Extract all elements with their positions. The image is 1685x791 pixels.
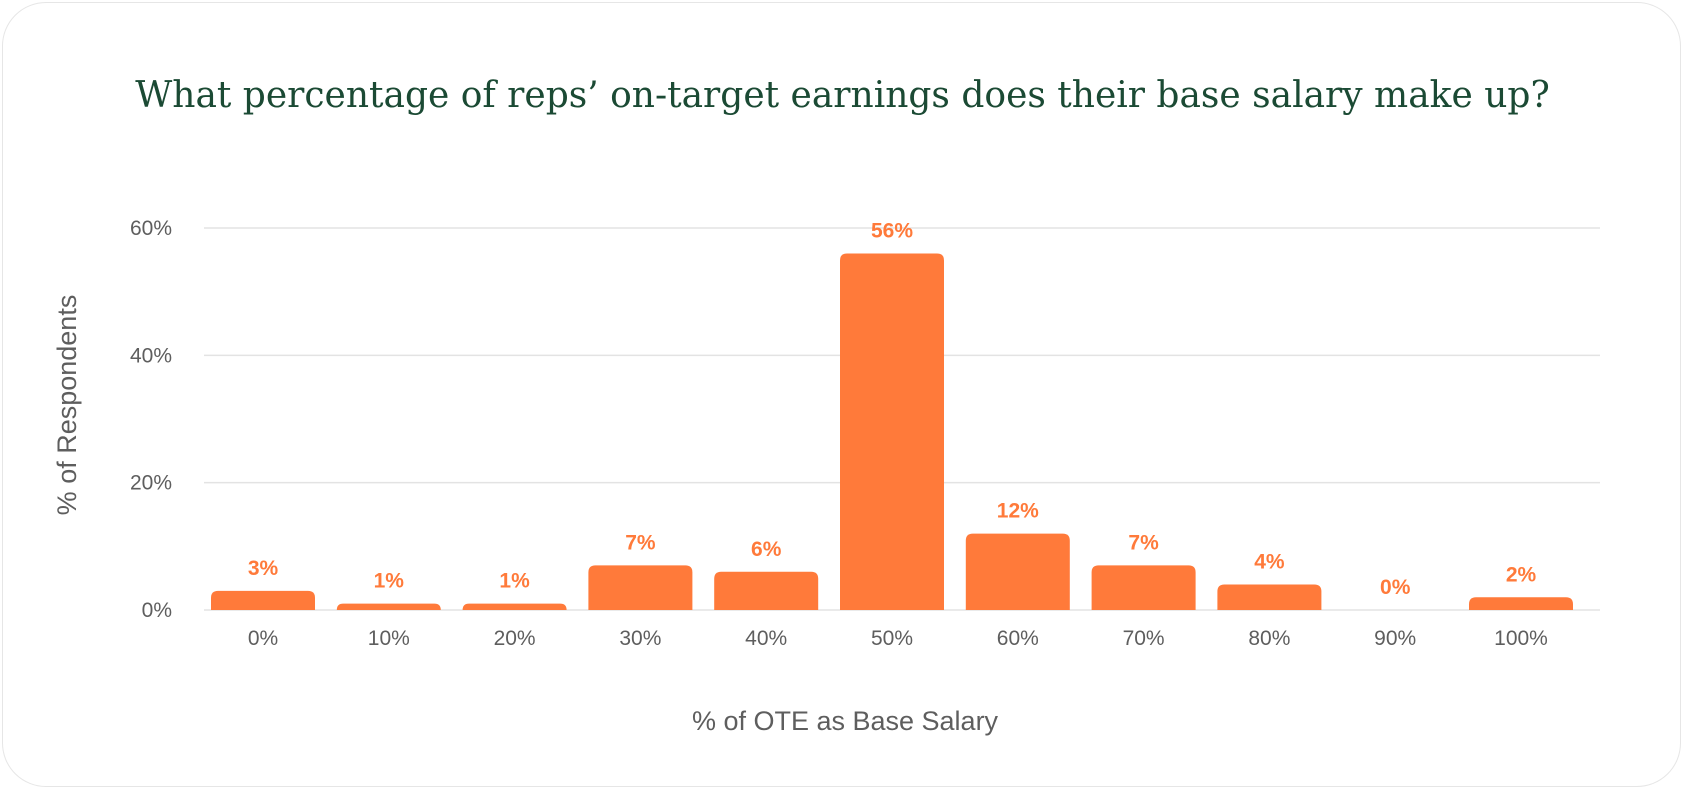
x-tick-label: 40% xyxy=(745,627,787,650)
data-label: 1% xyxy=(499,570,530,593)
bars xyxy=(211,253,1573,610)
x-tick-label: 100% xyxy=(1494,627,1548,650)
x-tick-label: 0% xyxy=(248,627,278,650)
x-tick-label: 80% xyxy=(1248,627,1290,650)
data-label: 3% xyxy=(248,557,279,580)
x-axis-title: % of OTE as Base Salary xyxy=(692,706,999,736)
data-label: 6% xyxy=(751,538,782,561)
y-tick-label: 60% xyxy=(130,217,172,240)
x-tick-label: 30% xyxy=(619,627,661,650)
bar-10pct xyxy=(336,603,441,610)
data-label: 7% xyxy=(625,531,656,554)
bar-20pct xyxy=(462,603,567,610)
x-tick-label: 10% xyxy=(368,627,410,650)
x-tick-label: 70% xyxy=(1123,627,1165,650)
data-label: 7% xyxy=(1128,531,1159,554)
bar-70pct xyxy=(1091,565,1196,610)
bar-0pct xyxy=(211,590,315,610)
x-tick-label: 60% xyxy=(997,627,1039,650)
x-axis-ticks: 0% 10% 20% 30% 40% 50% 60% 70% 80% 90% 100% xyxy=(248,627,1548,650)
data-label: 12% xyxy=(997,500,1039,523)
bar-60pct xyxy=(965,533,1070,610)
y-tick-label: 20% xyxy=(130,472,172,495)
y-tick-label: 0% xyxy=(142,599,172,622)
data-label: 0% xyxy=(1380,576,1411,599)
data-label: 1% xyxy=(374,570,405,593)
chart-title: What percentage of reps’ on-target earni… xyxy=(135,75,1550,116)
data-label: 56% xyxy=(871,219,913,242)
bar-100pct xyxy=(1469,597,1573,610)
x-tick-label: 90% xyxy=(1374,627,1416,650)
bar-50pct xyxy=(840,253,944,610)
data-label: 4% xyxy=(1254,551,1285,574)
y-tick-label: 40% xyxy=(130,344,172,367)
y-axis-title: % of Respondents xyxy=(52,295,82,516)
bar-40pct xyxy=(714,571,819,610)
x-tick-label: 20% xyxy=(494,627,536,650)
x-tick-label: 50% xyxy=(871,627,913,650)
y-axis-ticks: 0% 20% 40% 60% xyxy=(130,217,172,622)
data-labels: 3% 1% 1% 7% 6% 56% 12% 7% 4% 0% 2% xyxy=(248,219,1537,599)
bar-80pct xyxy=(1217,584,1322,610)
data-label: 2% xyxy=(1506,563,1537,586)
bar-30pct xyxy=(588,565,693,610)
